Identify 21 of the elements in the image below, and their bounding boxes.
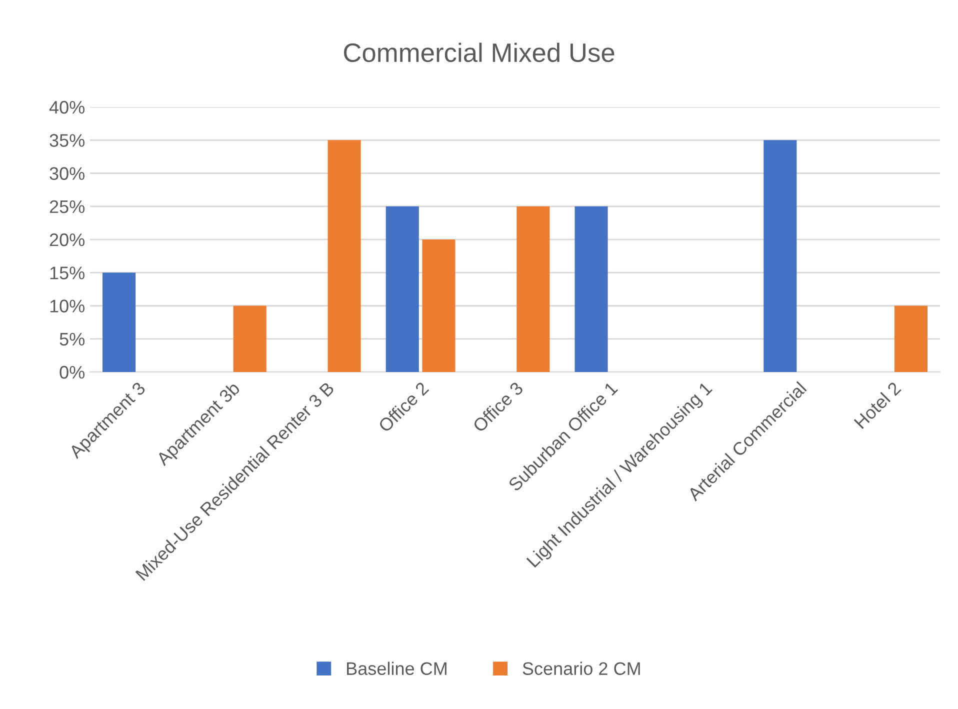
y-tick-label: 40% <box>49 100 84 114</box>
y-tick-label: 0% <box>60 366 84 379</box>
y-tick-label: 10% <box>50 300 84 312</box>
y-tick-label: 30% <box>50 167 84 180</box>
bar <box>894 306 928 372</box>
bar <box>764 140 797 372</box>
bar <box>422 240 456 372</box>
y-tick-label: 5% <box>60 332 84 346</box>
legend-label: Scenario 2 CM <box>522 662 640 675</box>
bar <box>574 206 608 372</box>
bar <box>233 306 266 372</box>
y-tick-label: 25% <box>50 200 84 214</box>
bar <box>386 206 419 372</box>
y-tick-label: 15% <box>50 266 84 280</box>
y-tick-label: 20% <box>50 233 84 246</box>
legend-label: Baseline CM <box>347 662 446 675</box>
bar <box>102 272 136 372</box>
y-tick-label: 35% <box>50 134 84 147</box>
bar <box>516 206 550 372</box>
bar <box>328 140 361 372</box>
chart-title: Commercial Mixed Use <box>344 42 614 62</box>
